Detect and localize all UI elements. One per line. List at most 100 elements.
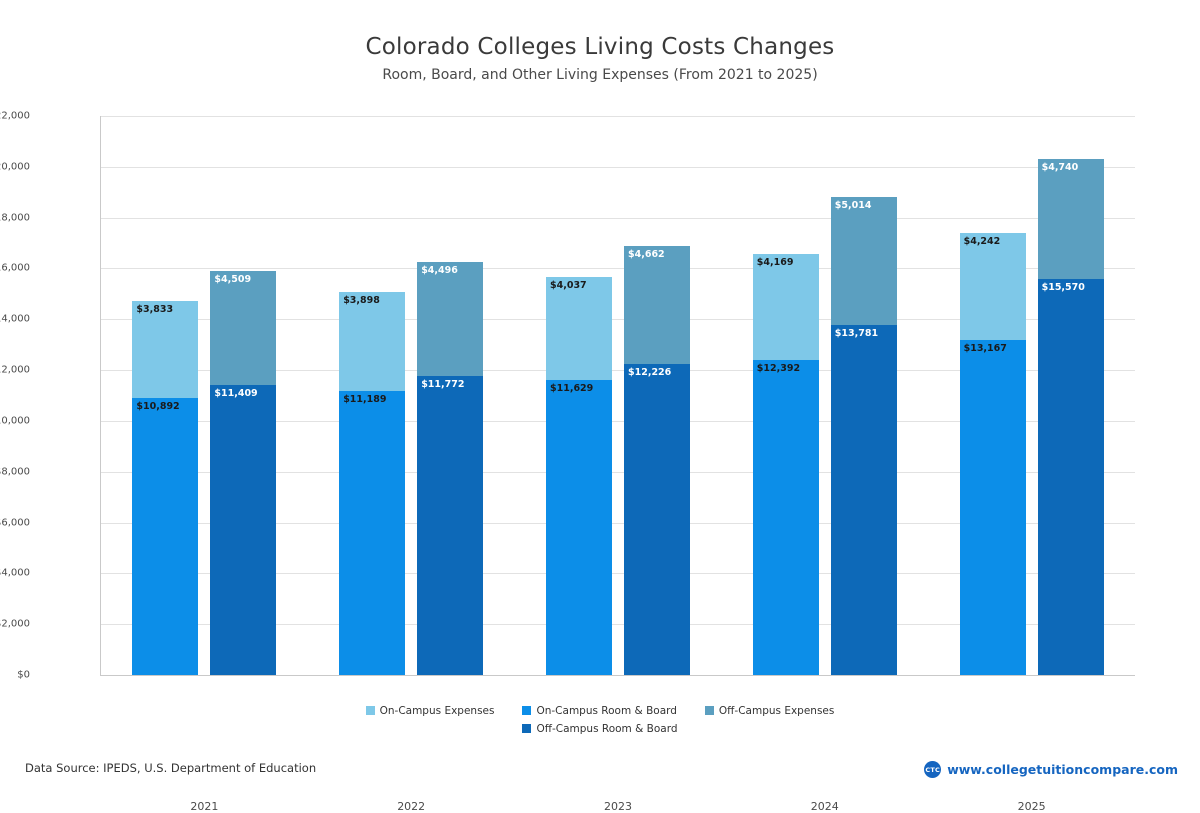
- legend-item[interactable]: Off-Campus Expenses: [704, 702, 835, 720]
- brand-footer[interactable]: CTC www.collegetuitioncompare.com: [924, 761, 1178, 778]
- bar-segment: $11,629: [546, 379, 612, 675]
- bar-2025-on-campus: $13,167 $4,242: [959, 232, 1026, 675]
- bar-2024-on-campus: $12,392 $4,169: [752, 254, 819, 675]
- gridline: [101, 166, 1135, 168]
- legend-swatch: [522, 724, 532, 733]
- x-axis-tick-label: 2023: [604, 800, 632, 813]
- bar-value-label: $4,169: [756, 257, 794, 269]
- y-axis-tick-label: $16,000: [0, 262, 30, 274]
- gridline: [101, 268, 1135, 270]
- legend-item[interactable]: Off-Campus Room & Board: [522, 720, 678, 738]
- legend-row-secondary: Off-Campus Room & Board: [0, 720, 1200, 738]
- y-axis-tick-label: $10,000: [0, 415, 30, 427]
- page-subtitle: Room, Board, and Other Living Expenses (…: [382, 67, 818, 83]
- y-axis-tick-label: $12,000: [0, 364, 30, 376]
- gridline: [101, 573, 1135, 575]
- bar-segment: $10,892: [132, 398, 199, 675]
- bar-segment: $4,496: [417, 261, 484, 376]
- y-axis-tick-label: $22,000: [0, 110, 30, 122]
- bar-2023-on-campus: $11,629 $4,037: [546, 276, 612, 675]
- y-axis-tick-label: $8,000: [0, 466, 30, 478]
- bar-segment: $4,242: [959, 232, 1026, 341]
- bar-value-label: $11,772: [421, 378, 465, 390]
- bar-segment: $5,014: [830, 197, 897, 325]
- legend-item[interactable]: On-Campus Room & Board: [522, 702, 677, 720]
- bar-value-label: $15,570: [1041, 282, 1085, 294]
- bar-segment: $3,898: [339, 291, 406, 391]
- chart-legend: On-Campus Expenses On-Campus Room & Board…: [0, 702, 1200, 738]
- bar-value-label: $11,189: [343, 393, 387, 405]
- ctc-logo-icon: CTC: [924, 761, 942, 778]
- bar-2025-off-campus: $15,570 $4,740: [1037, 158, 1104, 675]
- bar-2022-off-campus: $11,772 $4,496: [417, 261, 484, 675]
- bar-value-label: $10,892: [136, 401, 180, 413]
- bar-2023-off-campus: $12,226 $4,662: [624, 245, 690, 675]
- page-title: Colorado Colleges Living Costs Changes: [365, 34, 835, 60]
- data-source-note: Data Source: IPEDS, U.S. Department of E…: [25, 761, 317, 775]
- legend-swatch: [704, 706, 714, 715]
- bar-value-label: $5,014: [834, 200, 872, 212]
- bar-segment: $15,570: [1037, 279, 1104, 675]
- gridline: [101, 522, 1135, 524]
- x-axis-tick-label: 2022: [397, 800, 426, 813]
- x-axis-tick-label: 2021: [190, 800, 219, 813]
- bar-segment: $13,781: [830, 324, 897, 675]
- y-axis-tick-label: $6,000: [0, 517, 30, 529]
- legend-label: On-Campus Room & Board: [536, 705, 677, 717]
- bar-segment: $12,392: [752, 360, 819, 675]
- bar-segment: $4,169: [752, 254, 819, 361]
- x-axis-tick-label: 2025: [1017, 800, 1046, 813]
- bar-segment: $4,740: [1037, 158, 1104, 280]
- y-axis-tick-label: $0: [17, 669, 30, 681]
- bar-2021-on-campus: $10,892 $3,833: [132, 300, 199, 675]
- legend-swatch: [365, 706, 375, 715]
- gridline: [101, 116, 1135, 117]
- legend-label: Off-Campus Expenses: [718, 705, 835, 717]
- gridline: [101, 217, 1135, 219]
- y-axis-tick-label: $4,000: [0, 567, 30, 579]
- legend-label: On-Campus Expenses: [379, 705, 495, 717]
- bar-value-label: $4,242: [963, 235, 1001, 247]
- gridline: [101, 420, 1135, 422]
- legend-swatch: [522, 706, 532, 715]
- bar-value-label: $4,496: [421, 264, 458, 276]
- bar-segment: $11,409: [210, 385, 277, 675]
- y-axis-tick-label: $2,000: [0, 618, 30, 630]
- bar-value-label: $13,167: [963, 343, 1007, 355]
- bar-value-label: $12,392: [756, 363, 801, 375]
- bar-value-label: $13,781: [834, 327, 879, 339]
- bar-segment: $4,509: [210, 270, 277, 386]
- bar-value-label: $12,226: [628, 367, 672, 379]
- legend-row-primary: On-Campus Expenses On-Campus Room & Board…: [0, 702, 1200, 720]
- y-axis-tick-label: $20,000: [0, 161, 30, 173]
- y-axis-tick-label: $14,000: [0, 313, 30, 325]
- x-axis-tick-label: 2024: [810, 800, 839, 813]
- brand-url-label: www.collegetuitioncompare.com: [947, 762, 1178, 777]
- plot-area: $0 $2,000 $4,000 $6,000 $8,000 $10,000 $12,000…: [0, 111, 1135, 813]
- bar-value-label: $4,662: [628, 248, 665, 260]
- bar-value-label: $11,409: [214, 388, 258, 400]
- legend-label: Off-Campus Room & Board: [536, 723, 678, 735]
- bar-value-label: $3,833: [136, 303, 174, 315]
- bar-value-label: $4,509: [214, 273, 252, 285]
- bar-2022-on-campus: $11,189 $3,898: [339, 291, 406, 675]
- bar-segment: $3,833: [132, 300, 199, 399]
- bar-value-label: $3,898: [343, 294, 380, 306]
- bar-segment: $4,662: [624, 245, 690, 365]
- bar-segment: $12,226: [624, 364, 690, 675]
- bar-2021-off-campus: $11,409 $4,509: [210, 270, 277, 675]
- y-axis-tick-label: $18,000: [0, 212, 30, 224]
- gridline: [101, 624, 1135, 626]
- legend-item[interactable]: On-Campus Expenses: [365, 702, 495, 720]
- bar-value-label: $4,740: [1041, 161, 1079, 173]
- gridline: [101, 471, 1135, 473]
- bar-segment: $11,189: [339, 390, 406, 675]
- gridline: [101, 319, 1135, 321]
- bar-segment: $4,037: [546, 276, 612, 380]
- bar-segment: $13,167: [959, 340, 1026, 675]
- bar-value-label: $4,037: [550, 279, 587, 291]
- bar-segment: $11,772: [417, 375, 484, 675]
- bar-2024-off-campus: $13,781 $5,014: [830, 197, 897, 675]
- gridline: [101, 370, 1135, 372]
- bar-value-label: $11,629: [550, 382, 594, 394]
